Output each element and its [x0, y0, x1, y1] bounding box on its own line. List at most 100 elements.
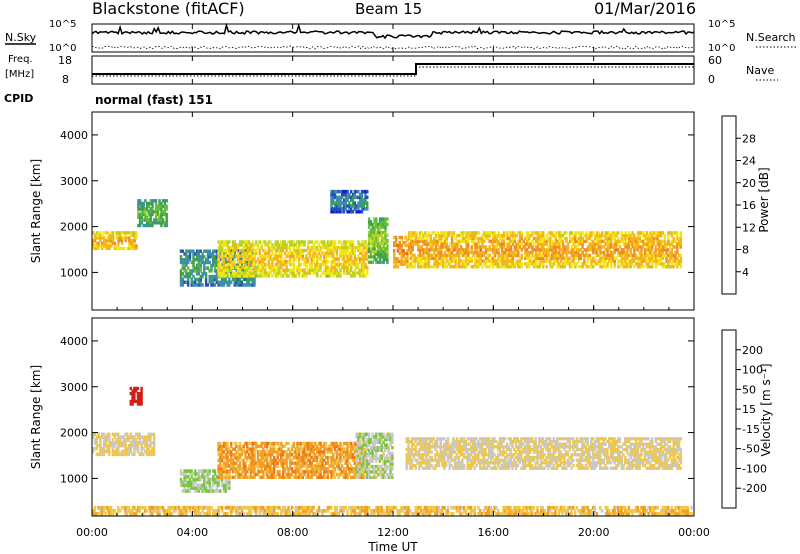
heatmap-cell [529, 242, 532, 246]
heatmap-cell [341, 444, 344, 448]
heatmap-cell [373, 475, 376, 479]
heatmap-cell [283, 246, 287, 250]
heatmap-cell [262, 458, 265, 463]
heatmap-cell [179, 472, 183, 476]
heatmap-cell [271, 257, 274, 261]
heatmap-cell [179, 477, 183, 482]
heatmap-cell [369, 459, 373, 463]
heatmap-cell [611, 250, 615, 255]
heatmap-cell [204, 266, 208, 270]
heatmap-cell [465, 245, 468, 249]
heatmap-cell [316, 470, 319, 474]
heatmap-cell [377, 252, 380, 256]
heatmap-cell [565, 256, 568, 260]
heatmap-cell [219, 280, 222, 284]
heatmap-cell [314, 240, 317, 244]
heatmap-cell [572, 234, 575, 238]
heatmap-cell [549, 236, 552, 241]
heatmap-cell [450, 250, 454, 255]
heatmap-cell [563, 236, 566, 241]
heatmap-cell [472, 239, 475, 243]
heatmap-cell [474, 265, 477, 269]
heatmap-cell [183, 472, 186, 476]
heatmap-cell [661, 231, 665, 235]
heatmap-cell [369, 249, 373, 254]
heatmap-cell [458, 256, 461, 260]
heatmap-cell [348, 243, 351, 247]
heatmap-cell [332, 257, 335, 261]
heatmap-cell [414, 439, 417, 444]
heatmap-cell [328, 246, 331, 250]
heatmap-cell [283, 243, 287, 247]
heatmap-cell [298, 240, 301, 244]
heatmap-cell [153, 221, 156, 225]
heatmap-cell [194, 472, 197, 476]
heatmap-cell [373, 239, 376, 243]
heatmap-cell [326, 240, 330, 244]
heatmap-cell [183, 263, 186, 267]
heatmap-cell [599, 250, 602, 255]
heatmap-cell [602, 245, 606, 249]
heatmap-cell [222, 260, 226, 264]
heatmap-cell [391, 462, 394, 466]
heatmap-cell [242, 240, 245, 244]
heatmap-cell [430, 437, 433, 441]
heatmap-cell [237, 472, 240, 477]
heatmap-cell [408, 242, 411, 246]
heatmap-cell [274, 464, 278, 468]
heatmap-cell [137, 212, 140, 217]
heatmap-cell [187, 260, 190, 265]
heatmap-cell [611, 245, 615, 249]
heatmap-cell [499, 245, 502, 249]
heatmap-cell [533, 259, 536, 263]
heatmap-cell [513, 231, 516, 235]
heatmap-cell [652, 242, 656, 246]
heatmap-cell [369, 220, 373, 224]
heatmap-cell [432, 442, 435, 446]
heatmap-cell [654, 236, 658, 241]
heatmap-cell [364, 195, 367, 200]
heatmap-cell [602, 265, 606, 269]
heatmap-cell [542, 248, 545, 252]
heatmap-cell [371, 451, 374, 455]
heatmap-cell [319, 254, 322, 258]
heatmap-cell [292, 441, 296, 446]
heatmap-cell [645, 236, 649, 241]
heatmap-cell [292, 251, 296, 255]
heatmap-cell [199, 269, 202, 273]
heatmap-cell [579, 239, 582, 243]
heatmap-cell [187, 280, 190, 284]
heatmap-cell [321, 450, 324, 454]
heatmap-cell [332, 453, 335, 457]
heatmap-cell [99, 233, 102, 237]
heatmap-cell [391, 438, 394, 442]
heatmap-cell [645, 259, 649, 263]
heatmap-cell [228, 257, 231, 261]
heatmap-cell [328, 274, 331, 278]
heatmap-cell [364, 254, 367, 258]
heatmap-cell [563, 256, 566, 260]
heatmap-cell [303, 447, 306, 451]
heatmap-cell [501, 256, 504, 260]
heatmap-cell [570, 250, 574, 255]
heatmap-cell [226, 458, 229, 463]
heatmap-cell [321, 464, 324, 468]
heatmap-cell [654, 262, 658, 266]
heatmap-cell [376, 448, 380, 453]
heatmap-cell [152, 438, 156, 442]
heatmap-cell [440, 234, 443, 238]
heatmap-cell [441, 463, 444, 468]
heatmap-cell [508, 245, 511, 249]
heatmap-cell [298, 262, 301, 267]
heatmap-cell [663, 248, 666, 252]
heatmap-cell [524, 242, 527, 246]
heatmap-cell [492, 242, 495, 246]
heatmap-cell [194, 477, 197, 482]
heatmap-cell [131, 402, 134, 406]
heatmap-cell [504, 259, 507, 263]
heatmap-cell [502, 262, 506, 266]
heatmap-cell [359, 248, 362, 253]
heatmap-cell [330, 240, 333, 244]
heatmap-cell [303, 458, 306, 463]
heatmap-cell [298, 246, 301, 250]
